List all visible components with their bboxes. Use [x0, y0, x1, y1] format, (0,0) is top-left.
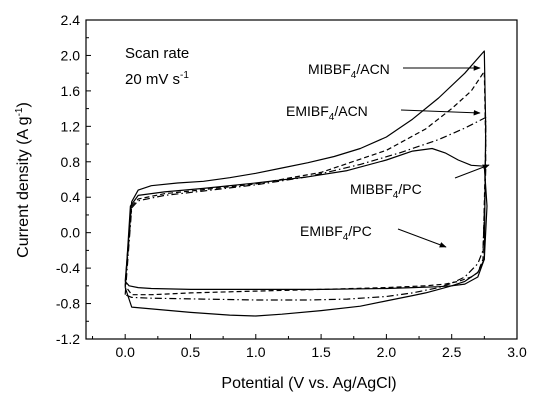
- x-tick-label: 1.5: [311, 344, 331, 360]
- y-tick-label: 2.0: [61, 47, 81, 63]
- x-axis-title: Potential (V vs. Ag/AgCl): [221, 375, 396, 392]
- series-line-2: [124, 147, 488, 317]
- y-tick-label: -0.8: [56, 296, 80, 312]
- x-tick-label: 2.5: [442, 344, 462, 360]
- x-tick-label: 1.0: [246, 344, 266, 360]
- series-label-1: EMIBF4/ACN: [286, 103, 368, 123]
- x-tick-label: 0.5: [181, 344, 201, 360]
- y-axis-title: Current density (A g-1): [14, 102, 32, 258]
- y-axis-title-sup: -1: [14, 107, 25, 116]
- series-label-3: EMIBF4/PC: [300, 223, 372, 243]
- series-line-3: [124, 116, 487, 301]
- scan-rate-value-sup: -1: [180, 70, 189, 81]
- x-tick-label: 3.0: [507, 344, 527, 360]
- y-tick-label: 2.4: [61, 12, 81, 28]
- scan-rate-value: 20 mV s-1: [125, 70, 189, 88]
- y-tick-label: 0.8: [61, 154, 81, 170]
- series-line-0: [124, 50, 487, 290]
- series-label-2: MIBBF4/PC: [350, 181, 422, 201]
- y-tick-label: 1.2: [61, 118, 81, 134]
- series-arrow-1: [400, 109, 481, 116]
- y-tick-label: -0.4: [56, 260, 80, 276]
- scan-rate-value-main: 20 mV s: [125, 71, 180, 88]
- y-tick-label: 0.0: [61, 225, 81, 241]
- y-axis-title-main: Current density (A g: [15, 116, 32, 257]
- label-layer: MIBBF4/ACN EMIBF4/ACN MIBBF4/PC EMIBF4/PC: [286, 61, 490, 248]
- y-axis-title-close: ): [15, 102, 32, 107]
- y-tick-label: -1.2: [56, 331, 80, 347]
- series-label-0: MIBBF4/ACN: [308, 61, 390, 81]
- y-tick-label: 0.4: [61, 189, 81, 205]
- tick-layer: 0.0 0.5 1.0 1.5 2.0 2.5 3.0 -1.2 -0.8 -0.4 0.0 0.4 0…: [56, 12, 527, 360]
- series-arrow-3: [397, 228, 447, 248]
- x-tick-label: 2.0: [377, 344, 397, 360]
- x-tick-label: 0.0: [115, 344, 135, 360]
- scan-rate-label: Scan rate: [125, 45, 189, 62]
- series-layer: [124, 50, 488, 317]
- series-arrow-2: [454, 164, 490, 179]
- y-tick-label: 1.6: [61, 83, 81, 99]
